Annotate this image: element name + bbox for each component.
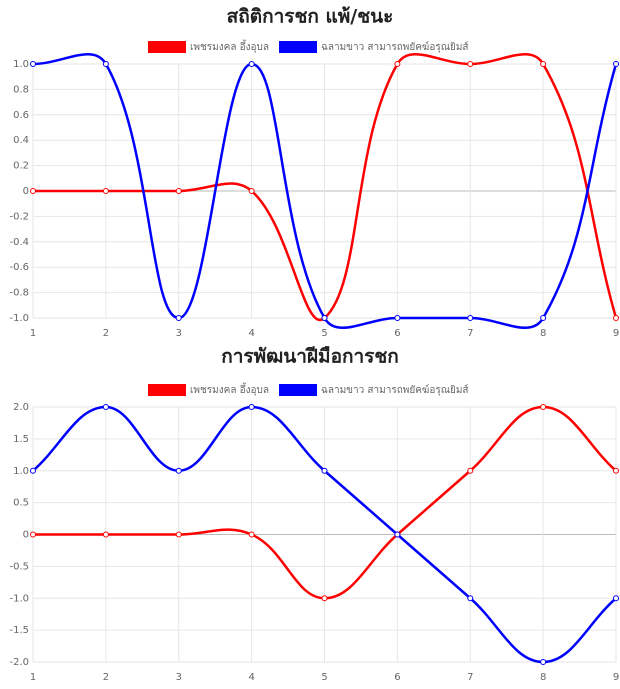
data-point bbox=[467, 315, 474, 321]
y-tick-label: -1.0 bbox=[9, 593, 29, 604]
y-tick-label: 0 bbox=[23, 530, 29, 541]
x-tick-label: 3 bbox=[176, 672, 182, 683]
data-point bbox=[30, 188, 36, 194]
series-line bbox=[32, 53, 618, 329]
y-tick-label: -2.0 bbox=[9, 657, 29, 668]
legend-label: ฉลามขาว สามารถพยัคฆ์อรุณยิมส์ bbox=[321, 384, 469, 396]
legend-swatch bbox=[279, 41, 318, 53]
x-tick-label: 6 bbox=[394, 672, 400, 683]
data-point bbox=[394, 315, 401, 321]
data-point bbox=[248, 531, 255, 538]
data-point bbox=[394, 61, 401, 67]
x-tick-label: 5 bbox=[321, 328, 327, 339]
legend-swatch bbox=[148, 41, 186, 53]
data-point bbox=[467, 595, 474, 602]
data-point bbox=[613, 315, 619, 321]
data-point bbox=[175, 188, 182, 194]
x-tick-label: 1 bbox=[30, 328, 36, 339]
legend-label: เพชรมงคล อึ้งอุบล bbox=[190, 382, 269, 396]
data-point bbox=[175, 315, 182, 321]
legend-label: ฉลามขาว สามารถพยัคฆ์อรุณยิมส์ bbox=[321, 41, 469, 53]
y-tick-label: -0.6 bbox=[9, 262, 29, 273]
data-point bbox=[30, 467, 36, 474]
data-point bbox=[540, 315, 547, 321]
y-tick-label: 0.8 bbox=[13, 84, 29, 95]
chart-title: การพัฒนาฝีมือการชก bbox=[221, 346, 399, 368]
data-point bbox=[248, 188, 255, 194]
data-point bbox=[248, 404, 255, 410]
data-point bbox=[102, 404, 109, 410]
y-tick-label: 0.6 bbox=[13, 110, 29, 121]
data-point bbox=[540, 404, 547, 410]
data-point bbox=[321, 467, 328, 474]
data-point bbox=[321, 315, 328, 321]
x-tick-label: 7 bbox=[467, 328, 473, 339]
x-tick-label: 6 bbox=[394, 328, 400, 339]
x-tick-label: 2 bbox=[103, 672, 109, 683]
series-line bbox=[33, 405, 617, 600]
data-point bbox=[467, 467, 474, 474]
chart-title: สถิติการชก แพ้/ชนะ bbox=[227, 6, 394, 28]
data-point bbox=[613, 595, 619, 602]
y-tick-label: -0.2 bbox=[9, 211, 29, 222]
x-tick-label: 9 bbox=[613, 328, 619, 339]
data-point bbox=[467, 61, 474, 67]
data-point bbox=[102, 188, 109, 194]
data-point bbox=[394, 531, 401, 538]
legend-swatch bbox=[148, 384, 186, 396]
y-tick-label: 1.5 bbox=[13, 434, 29, 445]
y-tick-label: 0.2 bbox=[13, 161, 29, 172]
series-line bbox=[32, 405, 617, 664]
data-point bbox=[540, 659, 547, 665]
x-tick-label: 8 bbox=[540, 328, 546, 339]
y-tick-label: -1.5 bbox=[9, 625, 29, 636]
y-tick-label: -1.0 bbox=[9, 313, 29, 324]
data-point bbox=[613, 61, 619, 67]
data-point bbox=[321, 595, 328, 602]
x-tick-label: 4 bbox=[248, 672, 254, 683]
x-tick-label: 7 bbox=[467, 672, 473, 683]
data-point bbox=[30, 61, 36, 67]
x-tick-label: 5 bbox=[321, 672, 327, 683]
y-tick-label: 1.0 bbox=[13, 59, 29, 70]
y-tick-label: 0.4 bbox=[13, 135, 29, 146]
y-tick-label: -0.8 bbox=[9, 288, 29, 299]
data-point bbox=[102, 531, 109, 538]
x-tick-label: 9 bbox=[613, 672, 619, 683]
x-tick-label: 2 bbox=[103, 328, 109, 339]
x-tick-label: 8 bbox=[540, 672, 546, 683]
legend-swatch bbox=[279, 384, 318, 396]
data-point bbox=[30, 531, 36, 538]
y-tick-label: -0.5 bbox=[9, 561, 29, 572]
y-tick-label: 1.0 bbox=[13, 466, 29, 477]
x-tick-label: 4 bbox=[248, 328, 254, 339]
y-tick-label: 2.0 bbox=[13, 402, 29, 413]
data-point bbox=[102, 61, 109, 67]
data-point bbox=[175, 531, 182, 538]
y-tick-label: 0 bbox=[23, 186, 29, 197]
y-tick-label: -0.4 bbox=[9, 237, 29, 248]
data-point bbox=[613, 467, 619, 474]
data-point bbox=[175, 467, 182, 474]
y-tick-label: 0.5 bbox=[13, 498, 29, 509]
data-point bbox=[540, 61, 547, 67]
legend-label: เพชรมงคล อึ้งอุบล bbox=[190, 39, 269, 53]
x-tick-label: 1 bbox=[30, 672, 36, 683]
data-point bbox=[248, 61, 255, 67]
x-tick-label: 3 bbox=[176, 328, 182, 339]
